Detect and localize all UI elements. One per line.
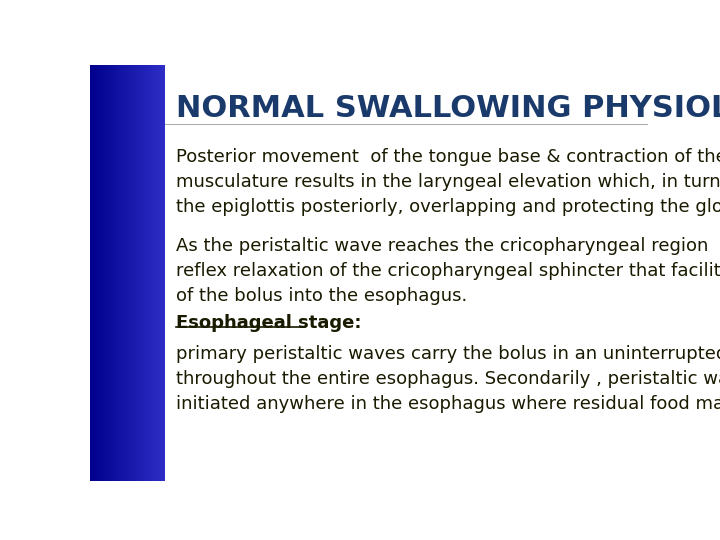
Bar: [111, 65, 112, 481]
Bar: [146, 65, 148, 481]
Bar: [97, 65, 99, 481]
Bar: [141, 65, 142, 481]
Bar: [144, 65, 145, 481]
Bar: [163, 65, 164, 481]
Bar: [161, 65, 163, 481]
Bar: [132, 65, 133, 481]
Bar: [142, 65, 143, 481]
Bar: [90, 65, 91, 481]
Text: primary peristaltic waves carry the bolus in an uninterrupted fashion
throughout: primary peristaltic waves carry the bolu…: [176, 346, 720, 414]
Bar: [92, 65, 93, 481]
Text: Posterior movement  of the tongue base & contraction of the suprahyoid
musculatu: Posterior movement of the tongue base & …: [176, 148, 720, 216]
Bar: [149, 65, 150, 481]
Bar: [99, 65, 100, 481]
Bar: [153, 65, 154, 481]
Bar: [96, 65, 97, 481]
Bar: [150, 65, 151, 481]
Bar: [103, 65, 104, 481]
Bar: [118, 65, 120, 481]
Bar: [151, 65, 152, 481]
Bar: [109, 65, 111, 481]
Bar: [129, 65, 130, 481]
Bar: [156, 65, 157, 481]
Bar: [127, 65, 129, 481]
Bar: [102, 65, 103, 481]
Bar: [108, 65, 109, 481]
Bar: [94, 65, 95, 481]
Bar: [125, 65, 126, 481]
Bar: [115, 65, 117, 481]
Bar: [139, 65, 140, 481]
Bar: [122, 65, 123, 481]
Bar: [106, 65, 107, 481]
Bar: [121, 65, 122, 481]
Bar: [134, 65, 135, 481]
Bar: [123, 65, 124, 481]
Text: Esophageal stage:: Esophageal stage:: [176, 314, 362, 332]
Bar: [158, 65, 160, 481]
Text: NORMAL SWALLOWING PHYSIOLOGY: NORMAL SWALLOWING PHYSIOLOGY: [176, 94, 720, 123]
Text: As the peristaltic wave reaches the cricopharyngeal region  there is
reflex rela: As the peristaltic wave reaches the cric…: [176, 238, 720, 305]
Bar: [126, 65, 127, 481]
Bar: [104, 65, 105, 481]
Bar: [112, 65, 114, 481]
Bar: [143, 65, 144, 481]
Bar: [138, 65, 139, 481]
Bar: [135, 65, 136, 481]
Bar: [91, 65, 92, 481]
Bar: [164, 65, 166, 481]
Bar: [120, 65, 121, 481]
Bar: [117, 65, 118, 481]
Bar: [145, 65, 146, 481]
Bar: [133, 65, 134, 481]
Bar: [155, 65, 156, 481]
Bar: [130, 65, 132, 481]
Bar: [124, 65, 125, 481]
Bar: [105, 65, 106, 481]
Bar: [114, 65, 115, 481]
Bar: [148, 65, 149, 481]
Bar: [136, 65, 137, 481]
Bar: [95, 65, 96, 481]
Bar: [152, 65, 153, 481]
Bar: [157, 65, 158, 481]
Bar: [93, 65, 94, 481]
Bar: [160, 65, 161, 481]
Bar: [166, 124, 648, 125]
Bar: [137, 65, 138, 481]
Bar: [100, 65, 102, 481]
Bar: [140, 65, 141, 481]
Bar: [107, 65, 108, 481]
Bar: [154, 65, 155, 481]
